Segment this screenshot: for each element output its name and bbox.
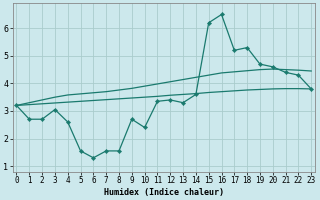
X-axis label: Humidex (Indice chaleur): Humidex (Indice chaleur) <box>104 188 224 197</box>
